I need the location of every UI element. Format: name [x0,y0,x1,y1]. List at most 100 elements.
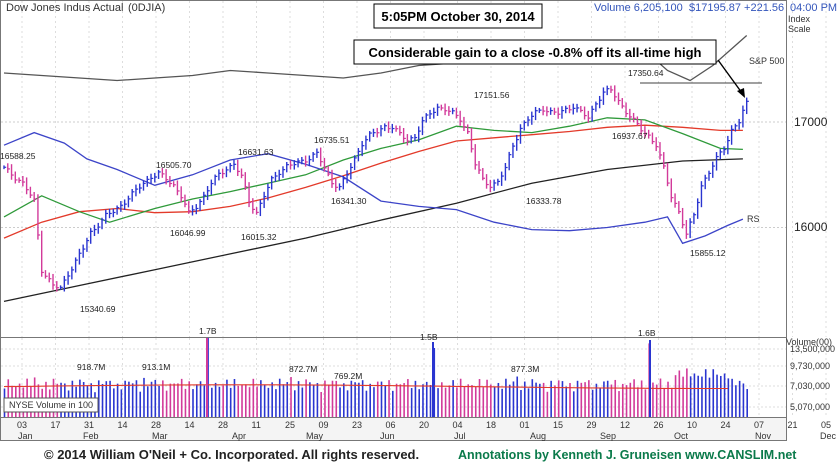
ohlc-bar [444,103,448,116]
x-day-label: 05 [821,420,831,430]
ohlc-bar [93,224,97,237]
ohlc-bar [372,128,376,137]
ohlc-bar [523,120,527,131]
volume-annotation: 872.7M [289,364,317,374]
volume-annotation: 1.6B [638,328,656,338]
ohlc-bar [252,198,256,214]
ohlc-bar [48,272,52,283]
ohlc-bar [591,105,595,122]
timestamp-box [373,3,543,29]
price-annotation: 16937.67 [612,131,648,141]
x-day-label: 26 [654,420,664,430]
annotation-box [353,39,717,65]
ohlc-bar [734,123,738,132]
ohlc-bar [663,152,666,169]
sp500-label: S&P 500 [749,56,784,66]
ohlc-bar [357,147,361,162]
x-day-label: 07 [754,420,764,430]
x-day-label: 25 [285,420,295,430]
ohlc-bar [402,128,406,144]
ohlc-bar [391,123,395,134]
ohlc-bar [693,212,697,225]
ohlc-bar [508,151,512,171]
ohlc-bar [685,219,689,239]
x-day-label: 28 [218,420,228,430]
x-month-label: Dec [820,431,837,441]
ohlc-bar [142,180,146,191]
ohlc-bar [610,85,614,93]
ohlc-bar [97,222,101,234]
ohlc-bar [248,182,252,208]
ohlc-bar [225,166,229,178]
ohlc-bar [221,168,225,179]
price-annotation: 16341.30 [331,196,367,206]
ohlc-bar [730,125,734,145]
ohlc-bar [150,173,154,185]
ohlc-bar [678,201,682,214]
x-day-label: 17 [51,420,61,430]
sp500-path [3,35,748,82]
x-day-label: 10 [687,420,697,430]
ohlc-bar [44,270,48,279]
price-bars [3,85,749,292]
date-axis-strip [0,417,787,441]
ohlc-bar [214,174,218,186]
x-month-label: Mar [152,431,168,441]
x-day-label: 03 [17,420,27,430]
x-day-label: 18 [486,420,496,430]
ohlc-bar [316,148,320,158]
x-month-label: Aug [530,431,546,441]
ma50-line [3,117,743,223]
ohlc-bar [86,237,90,252]
ohlc-bar [304,155,308,167]
ohlc-bar [342,175,346,190]
ohlc-bar [368,131,372,142]
ohlc-bar [395,125,399,132]
ohlc-bar [485,174,489,189]
ohlc-bar [587,110,591,123]
x-day-label: 12 [620,420,630,430]
ohlc-bar [289,160,293,170]
ohlc-bar [25,177,29,195]
ohlc-bar [353,155,357,171]
ohlc-bar [557,107,561,119]
ohlc-bar [538,107,542,113]
ohlc-bar [436,103,440,116]
volume-readout: Volume 6,205,100 [594,2,683,14]
volume-annotation: 1.5B [420,332,438,342]
index-scale-label-2: Scale [788,24,811,34]
ohlc-bar [293,160,297,170]
ohlc-bar [312,152,316,162]
volume-average-line [3,384,728,390]
ohlc-bar [433,107,436,119]
ohlc-bar [451,107,455,115]
ohlc-bar [376,127,380,138]
ohlc-bar [37,194,41,240]
ohlc-bar [500,171,504,186]
x-day-label: 23 [352,420,362,430]
index-scale-label-1: Index [788,14,811,24]
time-readout: 04:00 PM ET [790,2,840,14]
ohlc-bar [655,137,659,152]
ohlc-bar [561,106,565,119]
x-day-label: 09 [319,420,329,430]
ohlc-bar [670,178,674,203]
ohlc-bar [632,112,636,123]
ohlc-bar [184,194,188,208]
copyright-text: © 2014 William O'Neil + Co. Incorporated… [44,447,419,462]
ohlc-bar [3,165,7,170]
x-day-label: 14 [185,420,195,430]
ohlc-bar [519,124,523,144]
ohlc-bar [240,168,244,179]
y-tick-label: 16000 [794,220,828,234]
ohlc-bar [666,162,670,187]
ohlc-bar [18,177,22,183]
ohlc-bar [203,191,207,205]
x-day-label: 14 [118,420,128,430]
ohlc-bar [206,186,210,201]
annotations-credit: Annotations by Kenneth J. Gruneisen www.… [458,448,797,462]
ohlc-bar [267,183,271,201]
ohlc-bar [361,140,365,157]
x-axis: 03 17 31 14 28 14 28 11 25 09 23 06 20 04 18 01 15 29 12 26… [17,420,837,441]
ohlc-bar [139,183,142,194]
